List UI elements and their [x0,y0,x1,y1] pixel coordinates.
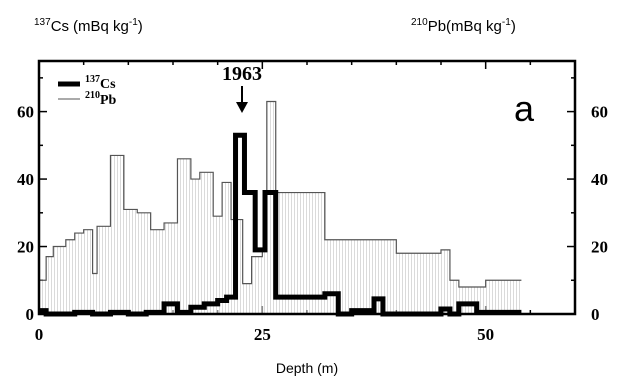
y-tick-label-left: 40 [17,170,34,189]
y-tick-label-right: 60 [591,103,608,122]
legend-label-pb210: 210Pb [85,90,117,108]
y-tick-label-left: 20 [17,238,34,257]
x-tick-label: 0 [35,325,44,344]
y-tick-label-right: 0 [591,305,600,324]
panel-label: a [514,88,535,129]
legend-label-cs137: 137Cs [85,74,116,92]
right-unit-element: Pb [428,18,446,35]
legend-cs-element: Cs [100,77,116,92]
left-unit-isotope: 137 [34,17,51,28]
legend-pb-element: Pb [100,93,117,108]
annotation-arrow-head [236,102,248,113]
plot-frame [37,59,577,316]
legend-cs-isotope: 137 [85,74,100,85]
x-tick-label: 25 [254,325,271,344]
right-axis-unit-label: 210Pb(mBq kg-1) [411,17,516,35]
left-unit-close: ) [138,18,143,35]
annotation-text: 1963 [222,63,262,85]
x-axis-label: Depth (m) [276,360,338,376]
right-unit-close: ) [511,18,516,35]
y-tick-label-left: 0 [26,305,35,324]
series-layer [39,100,522,317]
legend: 137Cs 210Pb [58,74,117,108]
right-unit-text: (mBq kg [446,18,502,35]
legend-pb-isotope: 210 [85,90,100,101]
right-unit-exponent: -1 [502,17,511,28]
y-tick-label-right: 40 [591,170,608,189]
left-unit-exponent: -1 [129,17,138,28]
x-tick-label: 50 [477,325,494,344]
y-tick-label-left: 60 [17,103,34,122]
y-tick-label-right: 20 [591,238,608,257]
annotation-1963: 1963 [222,63,262,113]
series-pb210-fill [39,101,522,314]
right-unit-isotope: 210 [411,17,428,28]
left-axis-unit-label: 137Cs (mBq kg-1) [34,17,143,35]
left-unit-element: Cs [51,18,69,35]
series-pb210-line [39,100,522,288]
left-unit-text: (mBq kg [73,18,129,35]
